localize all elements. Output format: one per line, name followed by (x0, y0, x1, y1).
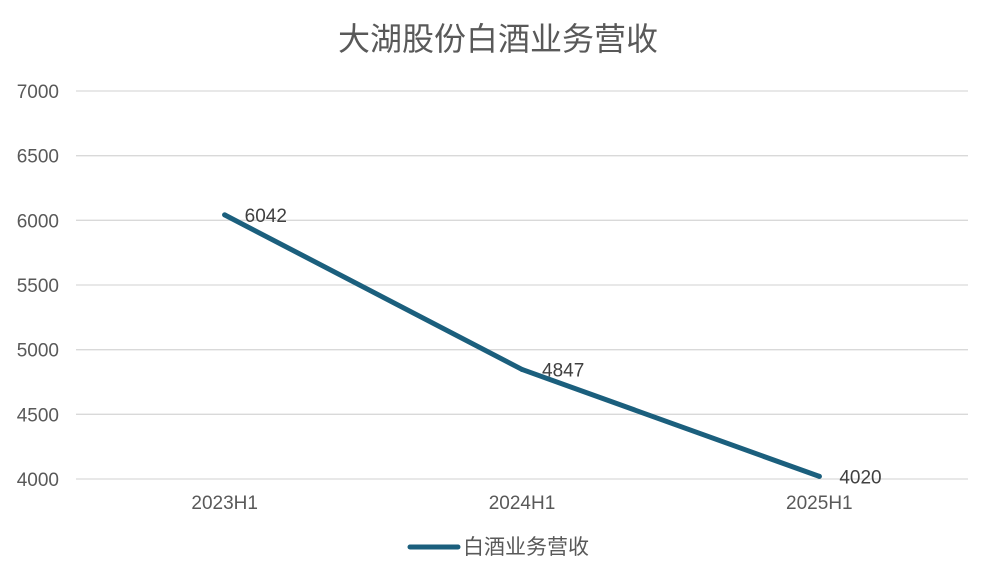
y-tick-label-4000: 4000 (17, 470, 59, 491)
x-tick-label-2024H1: 2024H1 (489, 493, 556, 514)
y-tick-label-5500: 5500 (17, 276, 59, 297)
y-tick-label-6000: 6000 (17, 211, 59, 232)
chart-title: 大湖股份白酒业务营收 (338, 21, 658, 57)
data-point-2025H1 (816, 473, 822, 479)
y-tick-label-5000: 5000 (17, 341, 59, 362)
series-group (222, 212, 822, 479)
y-tick-label-4500: 4500 (17, 405, 59, 426)
gridlines (76, 90, 968, 480)
data-label-2025H1: 4020 (839, 467, 881, 488)
data-point-2024H1 (519, 366, 525, 372)
x-tick-label-2025H1: 2025H1 (786, 493, 853, 514)
data-label-2023H1: 6042 (245, 206, 287, 227)
y-tick-label-6500: 6500 (17, 147, 59, 168)
y-tick-label-7000: 7000 (17, 82, 59, 103)
x-axis: 2023H1 2024H1 2025H1 (191, 493, 852, 514)
legend-label: 白酒业务营收 (463, 536, 589, 559)
legend[interactable]: 白酒业务营收 (407, 536, 589, 559)
data-labels: 6042 4847 4020 (245, 206, 882, 489)
series-line-0 (222, 212, 822, 479)
data-point-2023H1 (222, 212, 228, 218)
x-tick-label-2023H1: 2023H1 (191, 493, 258, 514)
data-label-2024H1: 4847 (542, 360, 584, 381)
y-axis: 4000 4500 5000 5500 6000 6500 7000 (17, 82, 59, 491)
